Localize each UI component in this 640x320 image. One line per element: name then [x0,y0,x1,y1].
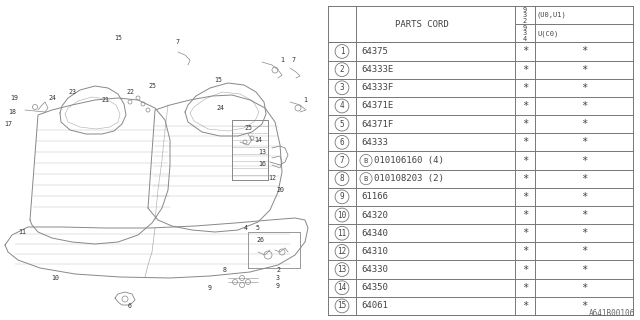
Text: 11: 11 [337,229,347,238]
Text: 19: 19 [10,95,18,101]
Text: 12: 12 [268,175,276,181]
Text: 13: 13 [337,265,347,274]
Text: *: * [581,83,587,93]
Text: 20: 20 [276,187,284,193]
Text: 64350: 64350 [361,283,388,292]
Text: 7: 7 [292,57,296,63]
Text: 22: 22 [126,89,134,95]
Text: 24: 24 [48,95,56,101]
Text: 26: 26 [256,237,264,243]
Text: 6: 6 [128,303,132,309]
Text: 11: 11 [18,229,26,235]
Text: *: * [581,137,587,147]
Text: 14: 14 [337,283,347,292]
Text: *: * [581,101,587,111]
Text: *: * [581,119,587,129]
Text: *: * [522,265,528,275]
Text: 8: 8 [223,267,227,273]
Text: 21: 21 [101,97,109,103]
Text: 64061: 64061 [361,301,388,310]
Text: 3: 3 [276,275,280,281]
Text: 17: 17 [4,121,12,127]
Text: 010106160 (4): 010106160 (4) [374,156,444,165]
Text: 14: 14 [254,137,262,143]
Text: *: * [522,283,528,293]
Text: *: * [522,301,528,311]
Text: B: B [364,157,368,164]
Text: *: * [522,119,528,129]
Text: 15: 15 [114,35,122,41]
Text: 4  5: 4 5 [244,225,260,231]
Text: 010108203 (2): 010108203 (2) [374,174,444,183]
Text: 12: 12 [337,247,347,256]
Text: *: * [522,83,528,93]
Text: *: * [581,210,587,220]
Text: 64333: 64333 [361,138,388,147]
Text: 5: 5 [340,120,344,129]
Text: *: * [522,46,528,56]
Text: 64330: 64330 [361,265,388,274]
Text: *: * [522,174,528,184]
Text: 9: 9 [340,192,344,201]
Text: 6: 6 [340,138,344,147]
Text: 15: 15 [214,77,222,83]
Text: 10: 10 [51,275,59,281]
Text: 64375: 64375 [361,47,388,56]
Text: 13: 13 [258,149,266,155]
Text: *: * [581,174,587,184]
Text: 15: 15 [337,301,347,310]
Text: 25: 25 [244,125,252,131]
Text: *: * [581,65,587,75]
Text: 64340: 64340 [361,229,388,238]
Text: *: * [581,228,587,238]
Text: 9: 9 [276,283,280,289]
Text: 2: 2 [340,65,344,74]
Text: *: * [581,156,587,165]
Text: *: * [581,283,587,293]
Text: 8: 8 [340,174,344,183]
Text: *: * [581,265,587,275]
Text: *: * [581,192,587,202]
Text: *: * [522,246,528,256]
Text: 18: 18 [8,109,16,115]
Text: *: * [522,192,528,202]
Text: *: * [581,301,587,311]
Text: 64333E: 64333E [361,65,393,74]
Text: 1: 1 [303,97,307,103]
Text: 1: 1 [280,57,284,63]
Text: B: B [364,176,368,182]
Text: 61166: 61166 [361,192,388,201]
Text: *: * [581,246,587,256]
Text: *: * [522,156,528,165]
Text: 9
3
2: 9 3 2 [523,7,527,24]
Text: 10: 10 [337,211,347,220]
Text: *: * [581,46,587,56]
Text: 9
3
4: 9 3 4 [523,25,527,42]
Text: 64320: 64320 [361,211,388,220]
Text: 24: 24 [216,105,224,111]
Text: *: * [522,65,528,75]
Text: 25: 25 [148,83,156,89]
Text: 64371F: 64371F [361,120,393,129]
Text: U(C0): U(C0) [537,30,558,36]
Text: 16: 16 [258,161,266,167]
Text: 7: 7 [340,156,344,165]
Text: PARTS CORD: PARTS CORD [395,20,449,29]
Text: 23: 23 [68,89,76,95]
Text: *: * [522,101,528,111]
Text: 4: 4 [340,101,344,110]
Text: 3: 3 [340,83,344,92]
Text: A641B00106: A641B00106 [589,309,635,318]
Text: 64333F: 64333F [361,83,393,92]
Text: *: * [522,137,528,147]
Text: *: * [522,228,528,238]
Text: 64371E: 64371E [361,101,393,110]
Text: 64310: 64310 [361,247,388,256]
Text: 7: 7 [176,39,180,45]
Text: (U0,U1): (U0,U1) [537,12,567,18]
Text: 1: 1 [340,47,344,56]
Text: *: * [522,210,528,220]
Text: 9: 9 [208,285,212,291]
Text: 2: 2 [276,267,280,273]
